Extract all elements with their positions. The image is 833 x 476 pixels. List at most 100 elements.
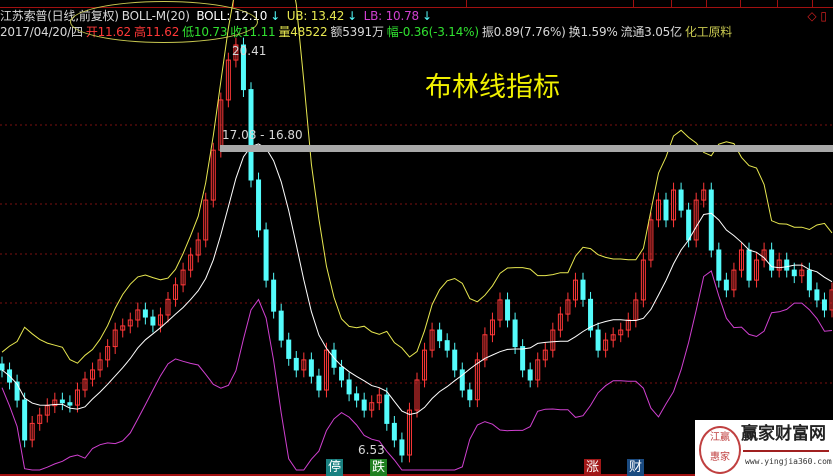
candle-body: [67, 402, 73, 406]
candle-body: [557, 313, 563, 331]
candle-body: [467, 389, 473, 401]
candle-body: [542, 349, 548, 361]
candle-body: [173, 284, 179, 300]
candle-body: [240, 44, 246, 91]
candle-body: [346, 379, 352, 395]
candle-body: [814, 289, 820, 301]
candle-body: [603, 339, 609, 351]
candle-body: [444, 340, 450, 351]
sector[interactable]: 化工原料: [684, 25, 733, 39]
candle-body: [323, 349, 329, 391]
logo-name: 赢家财富网: [741, 424, 826, 444]
toolbar-tab[interactable]: [812, 0, 813, 7]
candle-body: [784, 259, 790, 271]
corner-controls[interactable]: ◇ ▯: [807, 9, 827, 23]
candle-body: [776, 259, 782, 271]
toolbar-tab[interactable]: [777, 0, 778, 7]
candle-body: [422, 349, 428, 381]
candle-body: [572, 279, 578, 301]
candle-body: [105, 346, 111, 361]
down-arrow-icon: ↓: [421, 9, 432, 23]
candle-body: [97, 359, 103, 371]
down-arrow-icon: ↓: [347, 9, 357, 23]
date: 2017/04/20/四: [0, 25, 83, 39]
candle-body: [610, 334, 616, 341]
candle-body: [195, 239, 201, 256]
turnover: 换1.59%: [568, 25, 618, 39]
candle-body: [459, 369, 465, 391]
candle-body: [142, 309, 148, 318]
candle-body: [414, 379, 420, 411]
toolbar-divider: [233, 0, 234, 7]
candle-body: [708, 189, 714, 251]
candle-body: [655, 199, 661, 221]
candle-body: [723, 279, 729, 291]
volume: 量48522: [278, 25, 328, 39]
candle-body: [663, 199, 669, 221]
logo-url: www.yingjia360.com: [745, 457, 832, 466]
candle-body: [127, 319, 133, 327]
window-icon[interactable]: ▯: [820, 9, 827, 23]
candle-body: [565, 299, 571, 315]
candle-body: [829, 289, 833, 311]
marker-halt[interactable]: 停: [326, 459, 343, 476]
diamond-icon[interactable]: ◇: [807, 9, 817, 23]
candle-body: [769, 249, 775, 271]
candle-body: [157, 314, 163, 326]
marker-finance[interactable]: 财: [627, 459, 644, 476]
candle-body: [210, 149, 216, 201]
candle-body: [369, 402, 375, 411]
down-arrow-icon: ↓: [270, 9, 281, 23]
candle-body: [150, 316, 156, 326]
candle-body: [308, 359, 314, 377]
candle-body: [90, 369, 96, 380]
marker-rise[interactable]: 涨: [584, 459, 601, 476]
candle-body: [339, 366, 345, 381]
candle-body: [52, 399, 58, 407]
candle-body: [761, 249, 767, 261]
candle-body: [474, 359, 480, 401]
candle-body: [135, 309, 141, 321]
change: 幅-0.36(-3.14%): [386, 25, 479, 39]
candle-body: [437, 329, 443, 342]
candle-body: [256, 179, 262, 231]
candle-body: [316, 375, 322, 391]
amplitude: 振0.89(7.76%): [481, 25, 566, 39]
toolbar-tab[interactable]: [740, 0, 741, 7]
candle-body: [806, 269, 812, 291]
candle-body: [286, 339, 292, 359]
candle-body: [512, 319, 518, 348]
candle-body: [384, 394, 390, 424]
candle-body: [263, 229, 269, 281]
candle-body: [640, 259, 646, 301]
candle-body: [82, 378, 88, 391]
candle-body: [0, 363, 5, 371]
high-label: 20.41: [232, 44, 267, 58]
candle-body: [489, 319, 495, 336]
candle-body: [429, 329, 435, 351]
candle-body: [671, 189, 677, 221]
candle-body: [799, 269, 805, 277]
boll-mid-line: [1, 143, 833, 416]
candle-body: [361, 399, 367, 411]
candle-body: [716, 249, 722, 281]
candle-body: [293, 357, 299, 371]
marker-fall[interactable]: 跌: [370, 459, 387, 476]
candle-body: [754, 259, 760, 281]
toolbar-tab[interactable]: [706, 0, 707, 7]
candle-body: [271, 279, 277, 312]
float-shares: 流通3.05亿: [620, 25, 683, 39]
candle-body: [535, 359, 541, 381]
candle-body: [399, 439, 405, 456]
candle-body: [376, 394, 382, 404]
low-label: 6.53: [358, 443, 385, 457]
candle-body: [180, 269, 186, 286]
highlight-ellipse: [70, 1, 258, 43]
toolbar-tab[interactable]: [671, 0, 672, 7]
toolbar-divider: [466, 0, 467, 7]
candle-body: [233, 44, 239, 61]
toolbar-tab[interactable]: [633, 0, 634, 7]
candle-body: [693, 199, 699, 241]
candle-body: [686, 209, 692, 241]
candle-body: [22, 399, 28, 441]
